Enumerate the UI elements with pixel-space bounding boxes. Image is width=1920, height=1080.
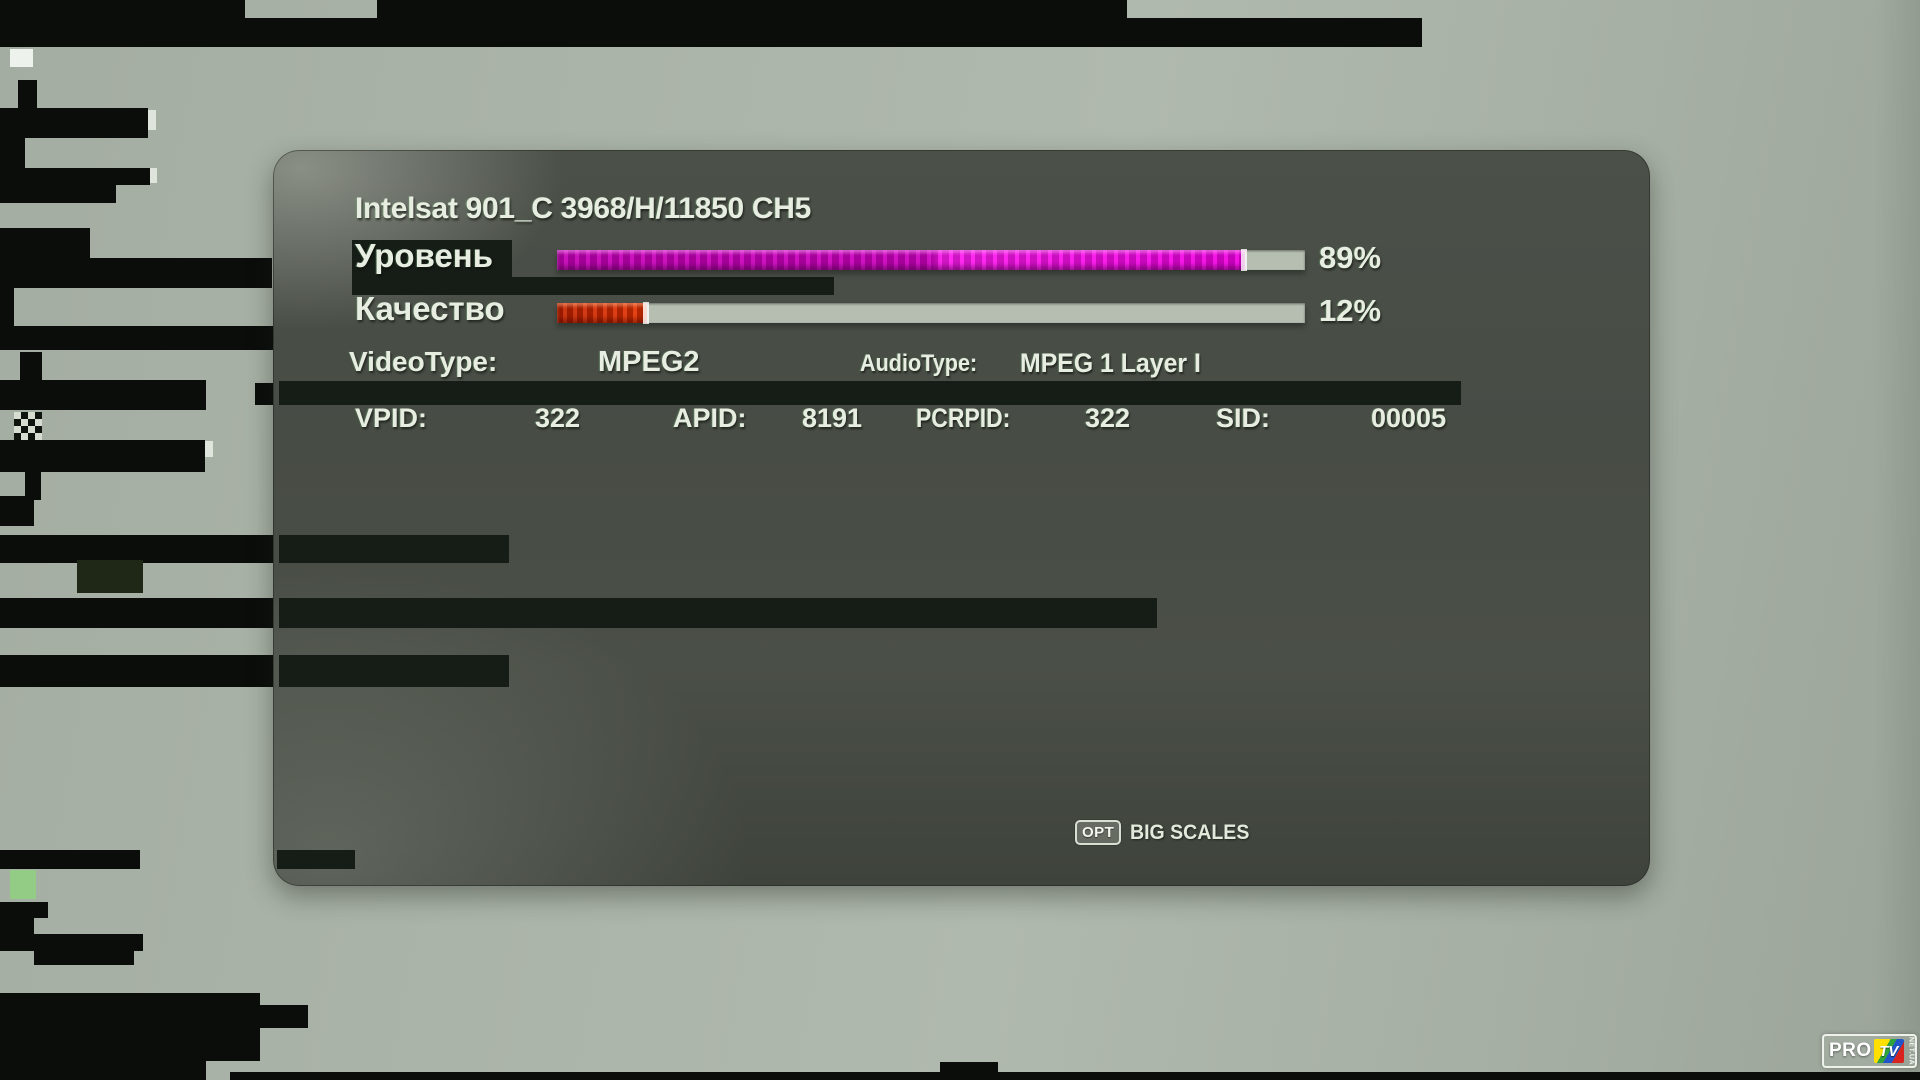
- glitch-bar: [277, 850, 355, 869]
- glitch-bar: [0, 902, 48, 918]
- glitch-bar: [279, 655, 509, 687]
- glitch-bar: [230, 1072, 1920, 1080]
- glitch-bar: [14, 412, 42, 442]
- glitch-bar: [148, 110, 156, 130]
- glitch-bar: [0, 380, 206, 410]
- glitch-bar: [0, 168, 150, 185]
- glitch-bar: [25, 472, 41, 500]
- glitch-bar: [0, 288, 14, 326]
- glitch-bar: [0, 0, 245, 47]
- quality-meter-track: [557, 302, 1305, 324]
- channel-logo-pro-text: PRO: [1829, 1040, 1872, 1061]
- channel-logo: PRO TV NET.UA: [1822, 1034, 1917, 1068]
- glitch-bar: [0, 496, 34, 526]
- glitch-bar: [279, 381, 1461, 405]
- glitch-bar: [0, 918, 34, 934]
- sid-label: SID:: [1216, 403, 1270, 433]
- opt-key-badge: OPT: [1075, 820, 1122, 845]
- audio-type-label: AudioType:: [860, 350, 978, 377]
- glitch-bar: [0, 993, 260, 1005]
- glitch-bar: [940, 1062, 998, 1078]
- quality-label: Качество: [355, 290, 505, 327]
- glitch-bar: [0, 1061, 206, 1080]
- glitch-bar: [0, 934, 143, 951]
- glitch-bar: [77, 560, 143, 593]
- glitch-bar: [0, 598, 279, 628]
- glitch-bar: [10, 870, 36, 899]
- apid-label: APID:: [673, 403, 747, 433]
- glitch-bar: [0, 440, 205, 472]
- glitch-bar: [279, 598, 1157, 628]
- pcrpid-label: PCRPID:: [916, 403, 1011, 433]
- channel-logo-netua-text: NET.UA: [1907, 1036, 1915, 1066]
- big-scales-hint-text: BIG SCALES: [1130, 820, 1250, 844]
- glitch-bar: [0, 1028, 260, 1061]
- audio-type-value: MPEG 1 Layer I: [1020, 348, 1201, 378]
- transponder-title: Intelsat 901_C 3968/H/11850 CH5: [355, 192, 811, 225]
- video-type-label: VideoType:: [349, 346, 498, 377]
- glitch-bar: [0, 185, 116, 203]
- vpid-label: VPID:: [355, 403, 428, 433]
- pcrpid-value: 322: [1085, 403, 1131, 433]
- glitch-bar: [0, 258, 272, 288]
- level-meter-track: [557, 249, 1305, 271]
- glitch-bar: [34, 951, 134, 965]
- glitch-bar: [245, 18, 1422, 47]
- glitch-bar: [205, 441, 213, 457]
- glitch-bar: [279, 535, 509, 563]
- channel-logo-tv-mark: TV: [1873, 1039, 1904, 1063]
- glitch-bar: [10, 49, 33, 67]
- level-label: Уровень: [355, 237, 494, 274]
- quality-meter-fill: [557, 302, 649, 324]
- glitch-bar: [0, 228, 90, 260]
- glitch-bar: [20, 352, 42, 380]
- level-meter-fill: [557, 249, 1248, 271]
- signal-info-content: Intelsat 901_C 3968/H/11850 CH5 Уровень …: [273, 150, 1650, 886]
- sid-value: 00005: [1371, 403, 1447, 433]
- level-value: 89%: [1319, 240, 1382, 275]
- glitch-bar: [377, 0, 1127, 18]
- opt-key-hint: OPT BIG SCALES: [1075, 820, 1259, 845]
- glitch-bar: [352, 277, 834, 295]
- glitch-bar: [0, 850, 140, 869]
- glitch-bar: [150, 168, 157, 183]
- glitch-bar: [0, 138, 25, 168]
- video-type-value: MPEG2: [598, 346, 700, 378]
- glitch-bar: [0, 326, 276, 350]
- glitch-bar: [0, 655, 279, 687]
- glitch-bar: [18, 80, 37, 110]
- quality-value: 12%: [1319, 293, 1382, 328]
- glitch-bar: [0, 108, 148, 138]
- apid-value: 8191: [802, 403, 863, 433]
- glitch-bar: [0, 535, 279, 563]
- glitch-bar: [0, 1005, 308, 1028]
- vpid-value: 322: [535, 403, 581, 433]
